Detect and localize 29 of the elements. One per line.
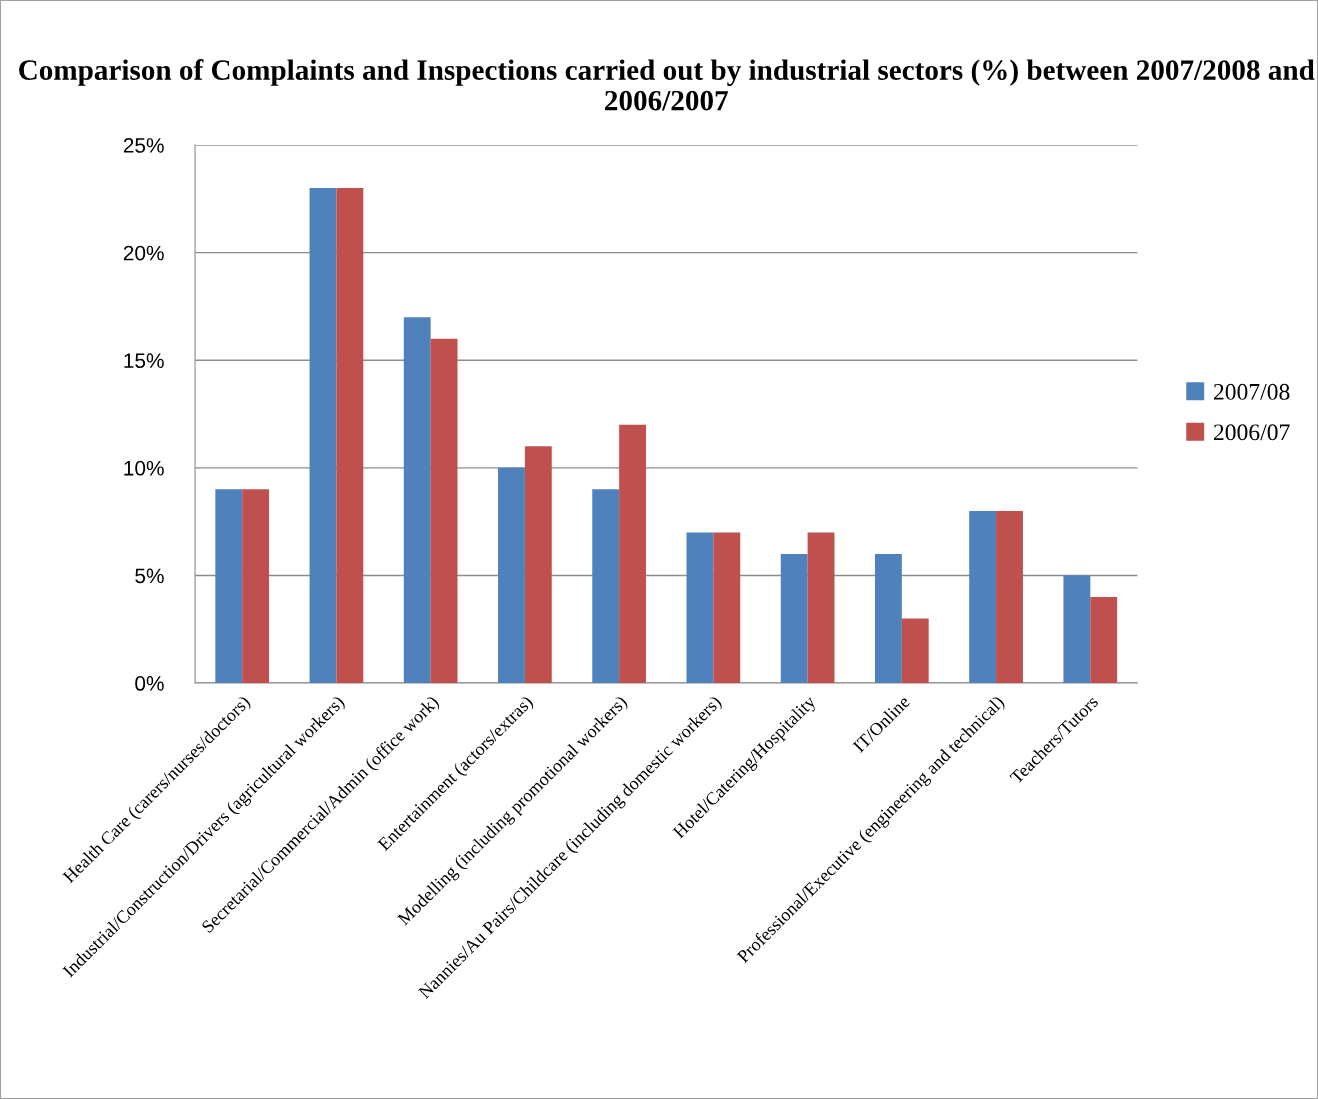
bar	[242, 489, 270, 684]
bar	[403, 317, 431, 684]
bar	[874, 553, 902, 684]
y-tick-label: 10%	[124, 460, 164, 476]
y-tick-label: 25%	[123, 138, 164, 153]
y-tick-label: 20%	[123, 245, 164, 261]
y-tick-label: 15%	[124, 353, 164, 369]
bar	[996, 510, 1023, 684]
bar	[901, 618, 929, 684]
legend-label: 2006/07	[1213, 424, 1290, 441]
bar	[619, 424, 646, 684]
bar	[969, 510, 997, 684]
bar	[336, 188, 364, 684]
y-tick-label: 0%	[135, 676, 164, 691]
bar	[309, 188, 337, 684]
chart-title: Comparison of Complaints and Inspections carried out by industrial sectors (%) between 2007/2008 and 2006/2007	[19, 59, 1315, 111]
bar	[498, 467, 525, 684]
bar	[1063, 575, 1091, 684]
bar	[524, 446, 552, 684]
bar	[686, 532, 714, 684]
bar	[430, 338, 458, 684]
bar	[1090, 596, 1118, 684]
bar	[592, 489, 620, 684]
bar	[780, 553, 808, 684]
y-tick-label: 5%	[135, 568, 164, 584]
legend-label: 2007/08	[1213, 383, 1290, 400]
bar	[713, 532, 741, 684]
bar	[215, 489, 243, 684]
bar	[807, 532, 835, 684]
